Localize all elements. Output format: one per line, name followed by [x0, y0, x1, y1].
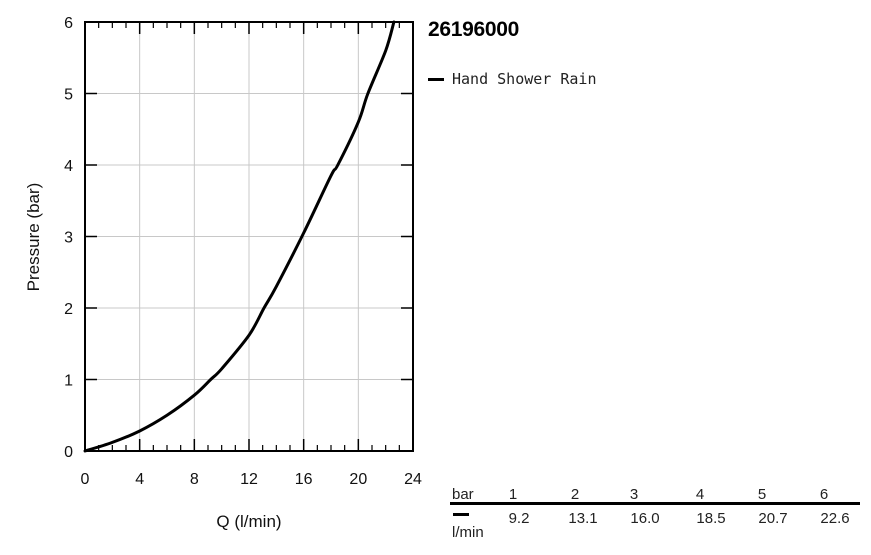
table-pressure-cell: 5	[757, 486, 767, 503]
table-flow-cell: 18.5	[696, 510, 726, 527]
flow-rate-table: bar l/min 1 2 3 4 5 6 9.2 13.1 16.0 18.5…	[450, 484, 860, 544]
table-pressure-cell: 3	[629, 486, 639, 503]
table-flow-cell: 9.2	[508, 510, 530, 527]
table-unit-pressure: bar	[452, 486, 474, 503]
table-rule	[450, 502, 860, 505]
series-line-hand-shower-rain	[83, 20, 396, 453]
table-flow-cell: 20.7	[758, 510, 788, 527]
x-axis-title: Q (l/min)	[216, 512, 281, 531]
model-number-title: 26196000	[428, 18, 520, 41]
x-tick-label: 4	[135, 471, 144, 488]
table-flow-cell: 22.6	[820, 510, 850, 527]
x-tick-label: 16	[295, 471, 313, 488]
table-flow-cell: 13.1	[568, 510, 598, 527]
grid-lines	[85, 22, 413, 451]
table-unit-flow: l/min	[452, 524, 484, 541]
x-tick-label: 8	[190, 471, 199, 488]
table-flow-cell: 16.0	[630, 510, 660, 527]
table-pressure-cell: 2	[570, 486, 580, 503]
y-tick-label: 6	[64, 15, 73, 32]
y-tick-label: 1	[64, 373, 73, 390]
y-tick-label: 0	[64, 444, 73, 461]
legend-label: Hand Shower Rain	[452, 70, 597, 88]
table-pressure-cell: 1	[508, 486, 518, 503]
y-axis-title: Pressure (bar)	[24, 183, 43, 292]
legend: Hand Shower Rain	[428, 70, 597, 88]
y-tick-label: 5	[64, 87, 73, 104]
y-tick-label: 3	[64, 230, 73, 247]
plot-frame	[84, 21, 414, 452]
y-tick-label: 2	[64, 301, 73, 318]
legend-line-swatch	[428, 77, 444, 81]
x-tick-label: 20	[349, 471, 367, 488]
y-tick-label: 4	[64, 158, 73, 175]
x-tick-label: 0	[81, 471, 90, 488]
table-pressure-cell: 4	[695, 486, 705, 503]
x-tick-label: 24	[404, 471, 422, 488]
table-series-swatch	[453, 513, 469, 516]
x-tick-label: 12	[240, 471, 258, 488]
table-pressure-cell: 6	[819, 486, 829, 503]
